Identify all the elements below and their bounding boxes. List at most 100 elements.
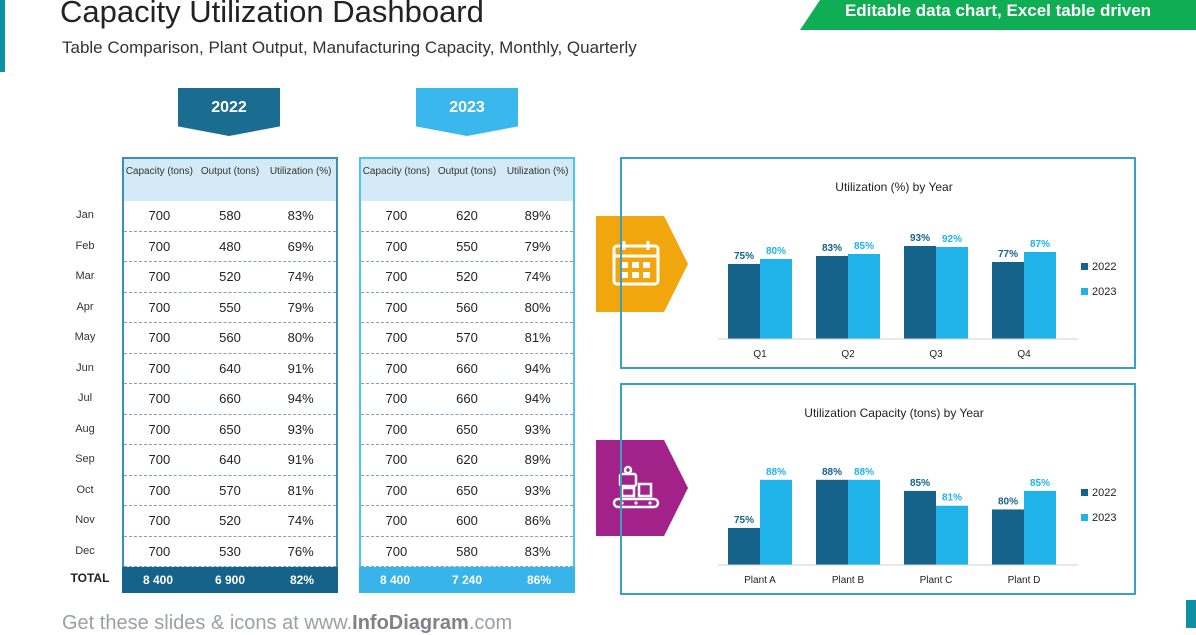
table-row: 700 550 79% (361, 232, 573, 262)
month-label: May (74, 331, 96, 343)
total-cell: 8 400 (379, 573, 411, 587)
table-row: 700 520 74% (124, 506, 336, 537)
bar-2022-q3 (904, 246, 936, 339)
table-cell: 640 (219, 360, 241, 376)
table-row: 700 620 89% (361, 445, 573, 476)
table-cell: 94% (524, 360, 551, 376)
bar-2023-plant-c (936, 505, 968, 565)
data-label: 85% (910, 478, 930, 489)
table-cell: 76% (287, 543, 314, 559)
table-row: 700 580 83% (361, 537, 573, 567)
table-cell: 580 (456, 543, 478, 559)
table-row: 700 640 91% (124, 354, 336, 384)
table-cell: 94% (287, 391, 314, 406)
table-cell: 570 (456, 330, 478, 345)
table-cell: 81% (524, 330, 551, 345)
year-badge-2022: 2022 (178, 88, 280, 136)
table-header: Capacity (tons) Output (tons) Utilization … (361, 159, 573, 201)
table-cell: 94% (524, 391, 551, 406)
data-label: 88% (854, 467, 874, 478)
table-cell: 550 (456, 238, 478, 254)
data-label: 80% (998, 496, 1018, 507)
table-cell: 700 (385, 482, 408, 498)
table-row: 700 660 94% (361, 354, 573, 384)
table-cell: 700 (385, 421, 408, 437)
table-cell: 570 (219, 482, 241, 498)
data-label: 81% (942, 493, 962, 504)
column-header: Capacity (tons) (362, 166, 430, 177)
category-label: Q2 (841, 349, 855, 360)
table-header: Capacity (tons) Output (tons) Utilization … (124, 159, 336, 201)
table-cell: 700 (385, 360, 408, 376)
table-cell: 700 (385, 269, 408, 284)
table-cell: 520 (456, 269, 478, 284)
table-cell: 600 (456, 513, 478, 528)
chart-title: Utilization Capacity (tons) by Year (804, 406, 983, 420)
data-label: 92% (942, 234, 962, 245)
bar-2023-plant-b (848, 479, 880, 565)
total-cell: 82% (289, 573, 315, 587)
chart-utilization-by-quarter: Utilization (%) by Year 75% 80% Q1 83% 85% Q2 9… (718, 180, 1116, 360)
table-row: 700 480 69% (124, 232, 336, 262)
editable-banner: Editable data chart, Excel table driven (800, 0, 1196, 30)
legend-label: 2023 (1092, 512, 1116, 524)
table-cell: 520 (219, 513, 241, 528)
chart-panel-quarterly: Utilization (%) by Year 75% 80% Q1 83% 85% Q2 9… (620, 157, 1136, 369)
table-cell: 700 (148, 299, 171, 315)
month-label: Dec (75, 544, 95, 557)
table-row: 700 650 93% (361, 415, 573, 445)
page-subtitle: Table Comparison, Plant Output, Manufact… (62, 38, 637, 57)
month-label: Feb (75, 239, 95, 252)
month-label: Jan (76, 209, 94, 221)
bar-2022-plant-a (728, 527, 760, 565)
data-label: 87% (1030, 239, 1050, 250)
data-label: 88% (766, 467, 786, 478)
bar-2023-q1 (760, 259, 792, 339)
table-row: 700 620 89% (361, 201, 573, 232)
table-2022: Capacity (tons) Output (tons) Utilization … (122, 157, 338, 593)
bar-2022-plant-d (992, 509, 1024, 565)
column-header: Utilization (%) (269, 166, 332, 177)
table-cell: 80% (524, 299, 551, 315)
total-label: TOTAL (70, 571, 110, 585)
data-label: 93% (910, 233, 930, 244)
table-cell: 93% (524, 421, 551, 437)
month-label: Aug (75, 422, 95, 435)
table-cell: 700 (385, 330, 408, 345)
table-row: 700 530 76% (124, 537, 336, 567)
data-label: 77% (998, 249, 1018, 260)
table-cell: 700 (148, 421, 171, 437)
table-cell: 700 (148, 330, 171, 345)
table-cell: 91% (287, 452, 314, 467)
bar-2022-q2 (816, 256, 848, 339)
data-label: 80% (766, 246, 786, 257)
table-cell: 700 (148, 360, 171, 376)
table-cell: 93% (287, 421, 314, 437)
legend-label: 2022 (1092, 261, 1116, 273)
table-cell: 89% (524, 208, 551, 223)
data-label: 75% (734, 251, 754, 262)
table-row: 700 660 94% (361, 384, 573, 415)
month-labels: Jan Feb Mar Apr May Jun Jul Aug Sep Oct Nov Dec (60, 200, 110, 566)
month-label: Sep (75, 453, 95, 465)
table-cell: 700 (148, 513, 171, 528)
bar-2022-plant-c (904, 490, 936, 565)
table-row: 700 560 80% (124, 323, 336, 354)
column-header: Output (tons) (437, 166, 497, 177)
category-label: Plant B (832, 575, 865, 586)
table-cell: 86% (524, 513, 551, 528)
table-total-row: 8 400 6 900 82% (122, 567, 338, 593)
footer-suffix: .com (468, 612, 513, 634)
table-cell: 650 (219, 421, 241, 437)
table-cell: 620 (456, 208, 478, 223)
table-cell: 660 (456, 391, 478, 406)
bar-2023-q4 (1024, 252, 1056, 339)
category-label: Q3 (929, 349, 943, 360)
table-cell: 700 (148, 208, 171, 223)
category-label: Q4 (1017, 349, 1031, 360)
category-label: Plant C (920, 575, 953, 586)
month-label: Apr (76, 300, 94, 313)
table-row: 700 650 93% (361, 476, 573, 506)
month-label: Oct (76, 483, 94, 496)
table-cell: 550 (219, 299, 241, 315)
